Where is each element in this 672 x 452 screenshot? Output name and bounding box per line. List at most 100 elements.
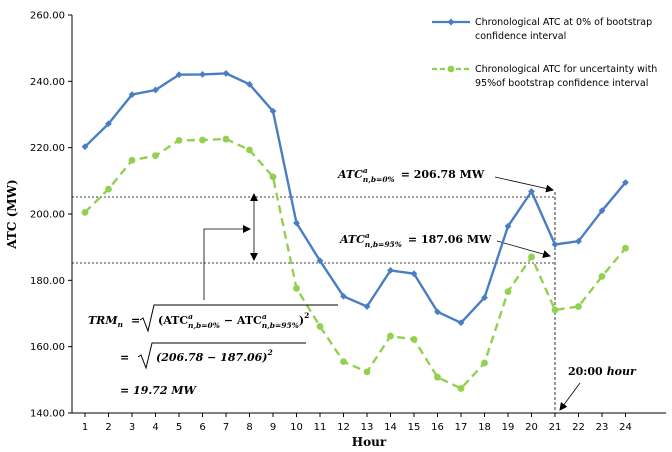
series-1-point (387, 332, 394, 340)
series-1-point (622, 244, 629, 252)
reference-lines (72, 176, 581, 412)
y-tick-label: 200.00 (30, 210, 65, 221)
series-0-point (410, 270, 418, 278)
x-tick-label: 18 (478, 422, 491, 433)
y-tick-label: 220.00 (30, 143, 65, 154)
series-0-point (293, 219, 300, 227)
x-tick-label: 24 (619, 422, 632, 433)
x-tick-label: 5 (176, 422, 182, 433)
series-0-point (387, 266, 394, 274)
series-1-point (105, 185, 112, 193)
series-1-point (575, 303, 582, 310)
hour-arrow (559, 382, 581, 411)
x-tick-label: 14 (384, 422, 397, 433)
series-1-point (481, 359, 488, 367)
series-1-point (528, 253, 535, 261)
annotations: ATCa n,b=0% = 206.78 MW ATCa n,b=95% = 187.0… (88, 166, 662, 397)
x-ticks: 1 2 3 4 5 6 7 8 9 10 11 12 13 14 15 16 17 18 19 20 21 22 23 24 (82, 413, 632, 433)
series-0-point (504, 222, 512, 230)
series-0-point (551, 241, 559, 248)
x-tick-label: 15 (408, 422, 421, 433)
x-axis-title: Hour (352, 435, 387, 449)
y-tick-label: 140.00 (30, 409, 65, 420)
x-tick-label: 9 (270, 422, 276, 433)
series-0-point (363, 303, 371, 310)
series-0-point (128, 91, 136, 98)
series-1-point (175, 136, 183, 144)
series-1-point (293, 284, 300, 292)
series-0-point (598, 207, 606, 215)
series-line-0 (84, 72, 627, 324)
series-0-point (434, 308, 441, 316)
series-1-point (457, 385, 465, 392)
x-tick-label: 1 (82, 422, 88, 433)
series-0-point (105, 120, 112, 128)
y-tick-label: 180.00 (30, 276, 65, 287)
atc95-annotation: ATCa n,b=95% = 187.06 MW (339, 231, 492, 249)
x-tick-label: 6 (199, 422, 205, 433)
x-tick-label: 16 (431, 422, 444, 433)
series-0-point (152, 86, 159, 94)
trm-sqrt-sign-1 (139, 304, 338, 333)
x-tick-label: 4 (152, 422, 158, 433)
hour-label-box (562, 358, 662, 382)
series-1-point (340, 358, 347, 365)
legend: Chronological ATC at 0% of bootstrap con… (432, 17, 657, 89)
series-0-point (481, 294, 488, 301)
series-0-point (340, 292, 347, 300)
series-1-point (410, 335, 418, 343)
x-tick-label: 2 (105, 422, 111, 433)
y-axis-title: ATC (MW) (5, 179, 19, 249)
legend-label-atc95-line2: 95%of bootstrap confidence interval (475, 78, 648, 89)
series-0-point (246, 80, 253, 88)
y-tick-label: 260.00 (30, 11, 65, 22)
legend-label-atc0-line2: confidence interval (475, 31, 566, 42)
series-1-point (246, 146, 253, 154)
trm-eq-line2: = (120, 351, 129, 364)
trm-formula-line2: (206.78 − 187.06)2 (156, 348, 273, 364)
x-tick-label: 21 (549, 422, 562, 433)
atc0-arrow (494, 176, 554, 193)
trm-sqrt-sign-2 (137, 342, 306, 370)
trm-pointer-line (203, 225, 251, 300)
x-tick-label: 10 (290, 422, 303, 433)
series-0-point (575, 237, 582, 245)
series-1-point (152, 152, 159, 160)
series-1-point (269, 173, 277, 181)
series-0-point (81, 143, 89, 151)
x-tick-label: 22 (572, 422, 585, 433)
series-1-point (222, 135, 230, 143)
atc95-arrow (496, 240, 551, 258)
x-tick-label: 7 (223, 422, 229, 433)
series-0-point (175, 71, 183, 79)
series-1-point (81, 208, 89, 216)
y-tick-label: 160.00 (30, 342, 65, 353)
legend-label-atc0-line1: Chronological ATC at 0% of bootstrap (475, 17, 652, 28)
x-tick-label: 19 (502, 422, 515, 433)
legend-marker-atc0 (447, 18, 455, 26)
legend-marker-atc95 (447, 65, 455, 73)
y-tick-label: 240.00 (30, 77, 65, 88)
trm-formula-line1: (ATCa n,b=0% − ATCa n,b=95%)2 (158, 311, 309, 330)
series-group (81, 69, 629, 392)
x-tick-label: 20 (525, 422, 538, 433)
x-tick-label: 3 (129, 422, 135, 433)
x-tick-label: 17 (455, 422, 468, 433)
series-0-point (316, 257, 324, 265)
series-1-point (504, 288, 512, 296)
series-1-point (316, 323, 324, 330)
x-tick-label: 8 (246, 422, 252, 433)
series-1-point (434, 373, 441, 381)
series-0-point (457, 319, 465, 327)
y-ticks: 140.00 160.00 180.00 200.00 220.00 240.00 260.… (30, 11, 72, 420)
atc0-annotation: ATCa n,b=0% = 206.78 MW (337, 166, 485, 184)
x-tick-label: 11 (314, 422, 327, 433)
series-1-point (199, 136, 206, 144)
trm-label: TRMn = (88, 314, 140, 329)
series-1-point (128, 156, 136, 164)
series-line-1 (84, 137, 627, 390)
legend-label-atc95-line1: Chronological ATC for uncertainty with (475, 64, 657, 75)
trm-result: = 19.72 MW (120, 384, 197, 397)
x-tick-label: 12 (337, 422, 350, 433)
